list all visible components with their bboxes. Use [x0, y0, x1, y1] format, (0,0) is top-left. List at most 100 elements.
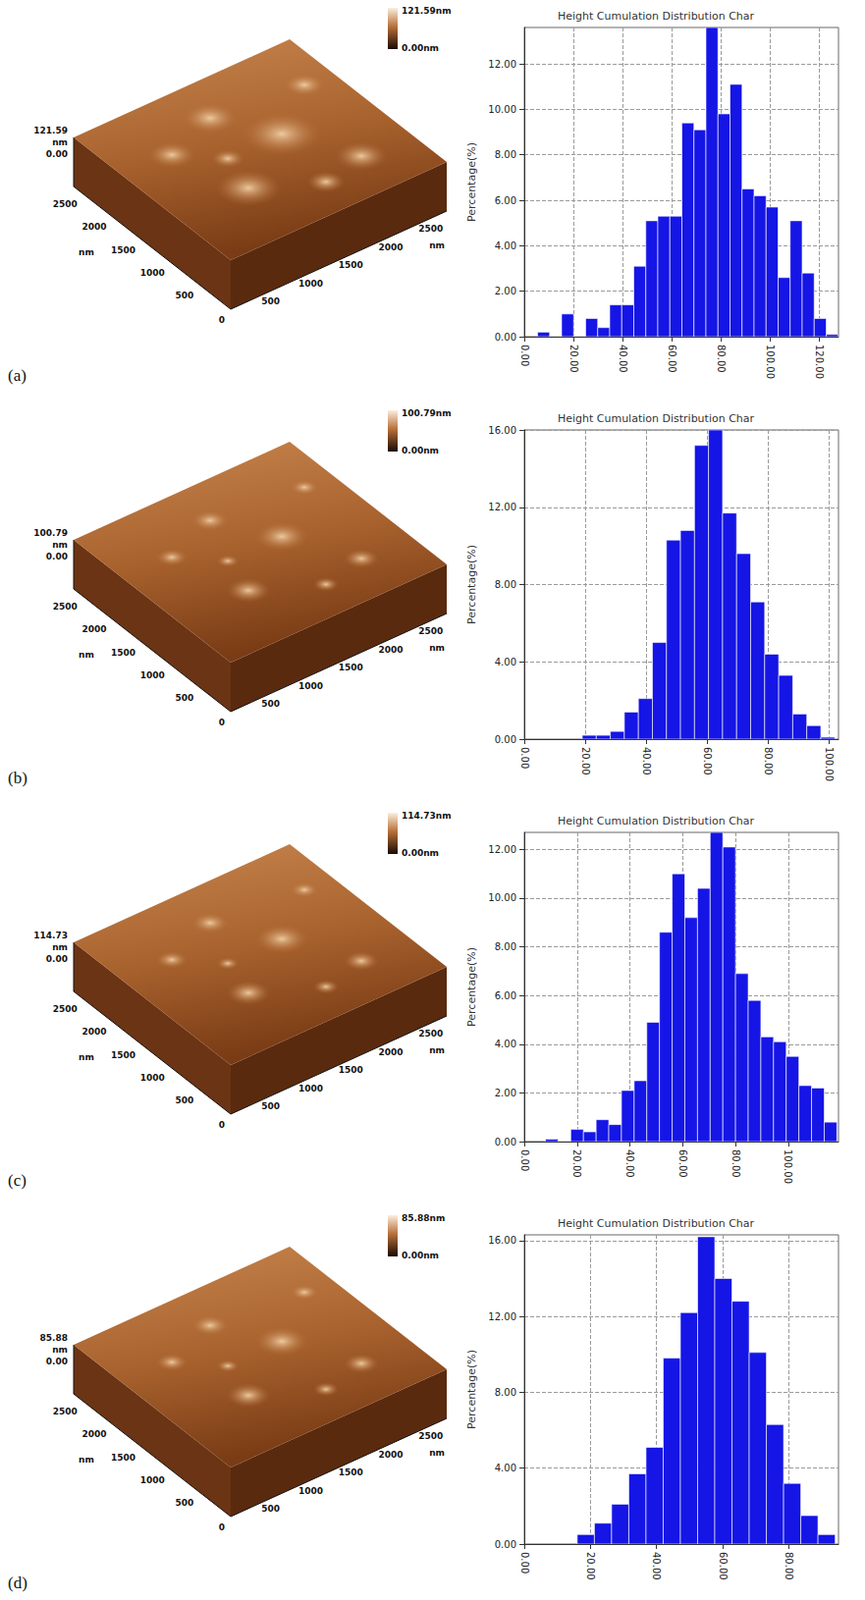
svg-text:6.00: 6.00: [494, 195, 517, 207]
svg-text:nm: nm: [78, 1052, 95, 1063]
svg-text:0.00: 0.00: [494, 1136, 517, 1148]
svg-text:500: 500: [175, 1498, 195, 1509]
svg-text:1500: 1500: [110, 1453, 136, 1463]
svg-text:85.88nm: 85.88nm: [401, 1213, 445, 1224]
svg-text:114.73: 114.73: [33, 930, 68, 941]
svg-text:60.00: 60.00: [702, 747, 713, 776]
svg-text:Percentage(%): Percentage(%): [465, 947, 479, 1028]
svg-text:500: 500: [261, 1101, 280, 1112]
svg-text:40.00: 40.00: [624, 1149, 636, 1179]
svg-text:12.00: 12.00: [487, 58, 517, 70]
svg-text:40.00: 40.00: [650, 1552, 662, 1581]
svg-text:8.00: 8.00: [494, 579, 517, 591]
svg-text:85.88: 85.88: [40, 1333, 68, 1344]
svg-text:2500: 2500: [53, 1004, 78, 1015]
svg-text:nm: nm: [78, 1455, 95, 1465]
svg-text:8.00: 8.00: [494, 1387, 517, 1399]
svg-text:1500: 1500: [110, 648, 136, 658]
svg-text:2500: 2500: [53, 199, 78, 210]
svg-text:2.00: 2.00: [494, 285, 517, 297]
svg-text:120.00: 120.00: [813, 344, 825, 379]
svg-text:nm: nm: [429, 1448, 445, 1459]
svg-text:nm: nm: [429, 1045, 445, 1056]
svg-text:nm: nm: [78, 649, 95, 660]
svg-text:0.00: 0.00: [46, 1356, 68, 1367]
svg-text:Height Cumulation Distribution: Height Cumulation Distribution Char: [557, 814, 756, 828]
svg-text:2000: 2000: [81, 221, 107, 232]
svg-text:0.00: 0.00: [519, 747, 531, 769]
svg-text:100.79nm: 100.79nm: [401, 408, 452, 419]
svg-text:80.00: 80.00: [762, 747, 774, 776]
svg-text:Percentage(%): Percentage(%): [465, 544, 479, 625]
svg-text:80.00: 80.00: [783, 1552, 795, 1581]
svg-text:12.00: 12.00: [487, 844, 517, 856]
svg-text:100.00: 100.00: [823, 747, 835, 782]
svg-text:114.73nm: 114.73nm: [401, 810, 452, 821]
svg-text:1500: 1500: [338, 662, 364, 673]
svg-text:2000: 2000: [378, 1047, 403, 1058]
svg-text:500: 500: [175, 693, 195, 703]
svg-text:0: 0: [218, 1522, 225, 1533]
svg-text:2.00: 2.00: [494, 1087, 517, 1099]
svg-text:2500: 2500: [53, 1406, 78, 1417]
svg-text:0: 0: [218, 315, 225, 325]
svg-text:1000: 1000: [298, 1083, 324, 1094]
svg-text:Height Cumulation Distribution: Height Cumulation Distribution Char: [557, 9, 756, 23]
svg-text:1500: 1500: [338, 1065, 364, 1076]
svg-text:2000: 2000: [81, 1429, 107, 1440]
svg-text:4.00: 4.00: [494, 656, 517, 668]
svg-text:40.00: 40.00: [617, 344, 629, 374]
svg-text:nm: nm: [429, 240, 445, 251]
svg-text:0.00: 0.00: [519, 344, 531, 367]
svg-text:20.00: 20.00: [568, 344, 580, 374]
svg-text:4.00: 4.00: [494, 1038, 517, 1050]
svg-text:16.00: 16.00: [487, 425, 517, 436]
svg-text:20.00: 20.00: [585, 1552, 596, 1581]
svg-text:2500: 2500: [418, 1028, 443, 1039]
svg-text:0: 0: [218, 1120, 225, 1131]
svg-text:2500: 2500: [418, 626, 443, 637]
svg-text:60.00: 60.00: [677, 1149, 689, 1179]
svg-text:121.59nm: 121.59nm: [401, 5, 452, 16]
svg-text:100.79: 100.79: [33, 528, 68, 539]
svg-text:2000: 2000: [81, 624, 107, 635]
svg-text:500: 500: [261, 296, 280, 307]
svg-text:0.00: 0.00: [494, 1539, 517, 1551]
svg-text:nm: nm: [429, 643, 445, 653]
svg-text:0.00nm: 0.00nm: [401, 1250, 439, 1261]
svg-text:60.00: 60.00: [717, 1552, 729, 1581]
svg-text:4.00: 4.00: [494, 1462, 517, 1474]
svg-text:nm: nm: [52, 1345, 68, 1355]
svg-text:0.00nm: 0.00nm: [401, 445, 439, 456]
svg-text:0: 0: [218, 717, 225, 728]
svg-text:0.00nm: 0.00nm: [401, 43, 439, 54]
svg-text:0.00: 0.00: [519, 1552, 531, 1574]
svg-text:1500: 1500: [110, 245, 136, 256]
svg-text:2500: 2500: [418, 223, 443, 234]
svg-text:10.00: 10.00: [487, 892, 517, 904]
svg-text:nm: nm: [78, 247, 95, 258]
svg-text:1000: 1000: [298, 278, 324, 289]
svg-text:1000: 1000: [298, 1486, 324, 1497]
svg-text:2000: 2000: [378, 645, 403, 655]
svg-text:1000: 1000: [140, 268, 165, 278]
svg-text:nm: nm: [52, 137, 68, 148]
svg-text:121.59: 121.59: [33, 125, 68, 136]
svg-text:20.00: 20.00: [580, 747, 592, 776]
svg-text:1000: 1000: [140, 1475, 165, 1486]
svg-text:8.00: 8.00: [494, 941, 517, 953]
svg-text:1000: 1000: [298, 681, 324, 692]
svg-text:2000: 2000: [378, 242, 403, 253]
svg-text:40.00: 40.00: [641, 747, 652, 776]
svg-text:500: 500: [175, 290, 195, 301]
svg-text:1000: 1000: [140, 1073, 165, 1083]
svg-text:1000: 1000: [140, 670, 165, 681]
svg-text:Percentage(%): Percentage(%): [465, 142, 479, 222]
svg-text:2500: 2500: [53, 601, 78, 612]
svg-text:0.00nm: 0.00nm: [401, 848, 439, 859]
svg-text:nm: nm: [52, 942, 68, 953]
svg-text:8.00: 8.00: [494, 149, 517, 161]
svg-text:1500: 1500: [338, 260, 364, 271]
svg-text:nm: nm: [52, 540, 68, 550]
svg-text:0.00: 0.00: [494, 331, 517, 343]
